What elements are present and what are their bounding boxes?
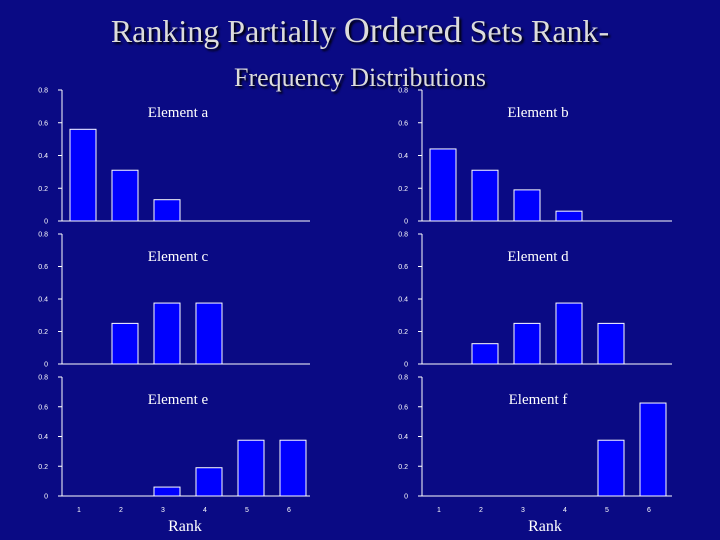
y-tick-label: 0.8 xyxy=(38,375,48,382)
y-tick-label: 0.4 xyxy=(38,297,48,304)
bar-rank-6 xyxy=(639,402,667,497)
y-tick-label: 0.8 xyxy=(398,88,408,95)
y-tick-label: 0.6 xyxy=(398,264,408,271)
x-tick-label: 6 xyxy=(647,507,651,514)
y-tick-label: 0.8 xyxy=(398,232,408,239)
y-tick-label: 0.8 xyxy=(398,375,408,382)
y-tick-label: 0.6 xyxy=(398,120,408,127)
title-part-2: Ordered xyxy=(343,10,462,50)
panel-title: Element f xyxy=(509,392,568,408)
title-part-1: Ranking Partially xyxy=(110,13,336,49)
y-tick-label: 0.2 xyxy=(398,464,408,471)
x-tick-label: 6 xyxy=(287,507,291,514)
x-tick-label: 1 xyxy=(77,507,81,514)
x-axis-label: Rank xyxy=(168,518,202,535)
y-tick-label: 0.6 xyxy=(398,404,408,411)
bar-rank-2 xyxy=(471,343,499,365)
bar-rank-1 xyxy=(69,128,97,222)
bar-rank-5 xyxy=(597,322,625,365)
y-tick-label: 0.4 xyxy=(38,434,48,441)
bar-rank-3 xyxy=(153,486,181,497)
bar-rank-2 xyxy=(111,322,139,365)
chart-panel-3: 0 0.2 0.4 0.6 0.8 Element c xyxy=(38,232,310,369)
chart-panel-6: 0 0.2 0.4 0.6 0.8 1 2 3 4 5 6 Element f Rank xyxy=(398,375,672,535)
x-tick-label: 2 xyxy=(479,507,483,514)
y-tick-label: 0.8 xyxy=(38,88,48,95)
chart-panel-4: 0 0.2 0.4 0.6 0.8 Element d xyxy=(398,232,672,369)
bar-rank-2 xyxy=(471,169,499,222)
bar-rank-1 xyxy=(429,148,457,222)
x-tick-label: 2 xyxy=(119,507,123,514)
bar-rank-3 xyxy=(513,189,541,222)
bar-rank-5 xyxy=(597,439,625,497)
x-tick-label: 4 xyxy=(203,507,207,514)
panel-title: Element c xyxy=(148,249,209,265)
y-tick-label: 0.2 xyxy=(38,329,48,336)
x-tick-label: 3 xyxy=(161,507,165,514)
y-tick-label: 0 xyxy=(404,362,408,369)
bar-rank-3 xyxy=(153,199,181,222)
slide-title: Ranking Partially Ordered Sets Rank- Fre… xyxy=(0,12,720,93)
y-tick-label: 0.2 xyxy=(398,186,408,193)
x-tick-label: 1 xyxy=(437,507,441,514)
y-tick-label: 0.2 xyxy=(38,464,48,471)
chart-panel-2: 0 0.2 0.4 0.6 0.8 Element b xyxy=(398,88,672,226)
y-tick-label: 0 xyxy=(44,362,48,369)
y-tick-label: 0.4 xyxy=(398,434,408,441)
y-tick-label: 0.4 xyxy=(38,153,48,160)
panel-title: Element d xyxy=(507,249,569,265)
panel-title: Element b xyxy=(507,105,568,121)
panel-title: Element a xyxy=(148,105,209,121)
y-tick-label: 0.4 xyxy=(398,153,408,160)
x-tick-label: 5 xyxy=(605,507,609,514)
bar-rank-6 xyxy=(279,439,307,497)
x-tick-label: 5 xyxy=(245,507,249,514)
bar-rank-4 xyxy=(555,302,583,365)
y-tick-label: 0.6 xyxy=(38,404,48,411)
title-part-3: Sets Rank- xyxy=(469,13,610,49)
title-line-1: Ranking Partially Ordered Sets Rank- xyxy=(0,12,720,49)
chart-panel-5: 0 0.2 0.4 0.6 0.8 1 2 3 4 5 6 Element e Rank xyxy=(38,375,310,535)
y-tick-label: 0.6 xyxy=(38,264,48,271)
y-tick-label: 0.2 xyxy=(398,329,408,336)
bar-rank-4 xyxy=(195,302,223,365)
panel-title: Element e xyxy=(148,392,209,408)
bar-rank-5 xyxy=(237,439,265,497)
title-line-2: Frequency Distributions xyxy=(233,63,487,92)
bar-rank-3 xyxy=(153,302,181,365)
y-tick-label: 0 xyxy=(44,219,48,226)
y-tick-label: 0.4 xyxy=(398,297,408,304)
x-tick-label: 4 xyxy=(563,507,567,514)
y-tick-label: 0.6 xyxy=(38,120,48,127)
chart-panel-1: 0 0.2 0.4 0.6 0.8 Element a xyxy=(38,88,310,226)
y-tick-label: 0 xyxy=(404,494,408,501)
x-axis-label: Rank xyxy=(528,518,562,535)
bar-rank-3 xyxy=(513,322,541,365)
y-tick-label: 0 xyxy=(404,219,408,226)
bar-rank-4 xyxy=(555,210,583,222)
bar-rank-2 xyxy=(111,169,139,222)
bar-rank-4 xyxy=(195,467,223,497)
y-tick-label: 0.2 xyxy=(38,186,48,193)
y-tick-label: 0.8 xyxy=(38,232,48,239)
x-tick-label: 3 xyxy=(521,507,525,514)
y-tick-label: 0 xyxy=(44,494,48,501)
